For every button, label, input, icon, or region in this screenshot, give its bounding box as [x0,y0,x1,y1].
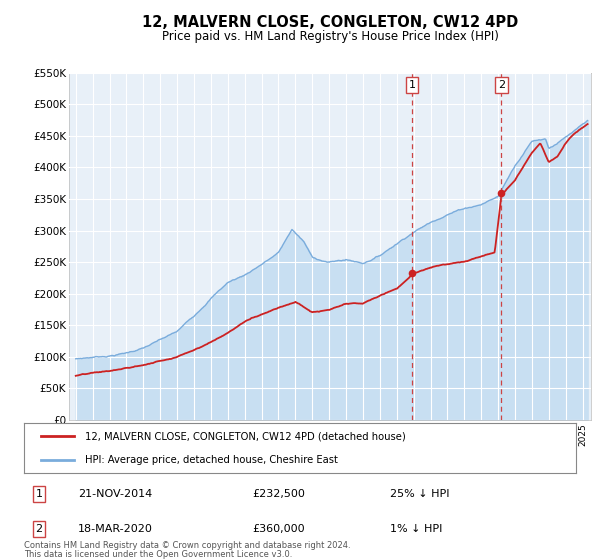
Text: £232,500: £232,500 [252,489,305,499]
Text: This data is licensed under the Open Government Licence v3.0.: This data is licensed under the Open Gov… [24,550,292,559]
Text: 25% ↓ HPI: 25% ↓ HPI [390,489,449,499]
Text: 12, MALVERN CLOSE, CONGLETON, CW12 4PD: 12, MALVERN CLOSE, CONGLETON, CW12 4PD [142,15,518,30]
Text: 1: 1 [409,80,415,90]
Text: Contains HM Land Registry data © Crown copyright and database right 2024.: Contains HM Land Registry data © Crown c… [24,541,350,550]
Text: 18-MAR-2020: 18-MAR-2020 [78,524,153,534]
Text: 1% ↓ HPI: 1% ↓ HPI [390,524,442,534]
Text: 1: 1 [35,489,43,499]
Text: HPI: Average price, detached house, Cheshire East: HPI: Average price, detached house, Ches… [85,455,338,465]
Text: Price paid vs. HM Land Registry's House Price Index (HPI): Price paid vs. HM Land Registry's House … [161,30,499,43]
Text: 2: 2 [498,80,505,90]
Text: £360,000: £360,000 [252,524,305,534]
Text: 12, MALVERN CLOSE, CONGLETON, CW12 4PD (detached house): 12, MALVERN CLOSE, CONGLETON, CW12 4PD (… [85,431,406,441]
Text: 2: 2 [35,524,43,534]
Text: 21-NOV-2014: 21-NOV-2014 [78,489,152,499]
